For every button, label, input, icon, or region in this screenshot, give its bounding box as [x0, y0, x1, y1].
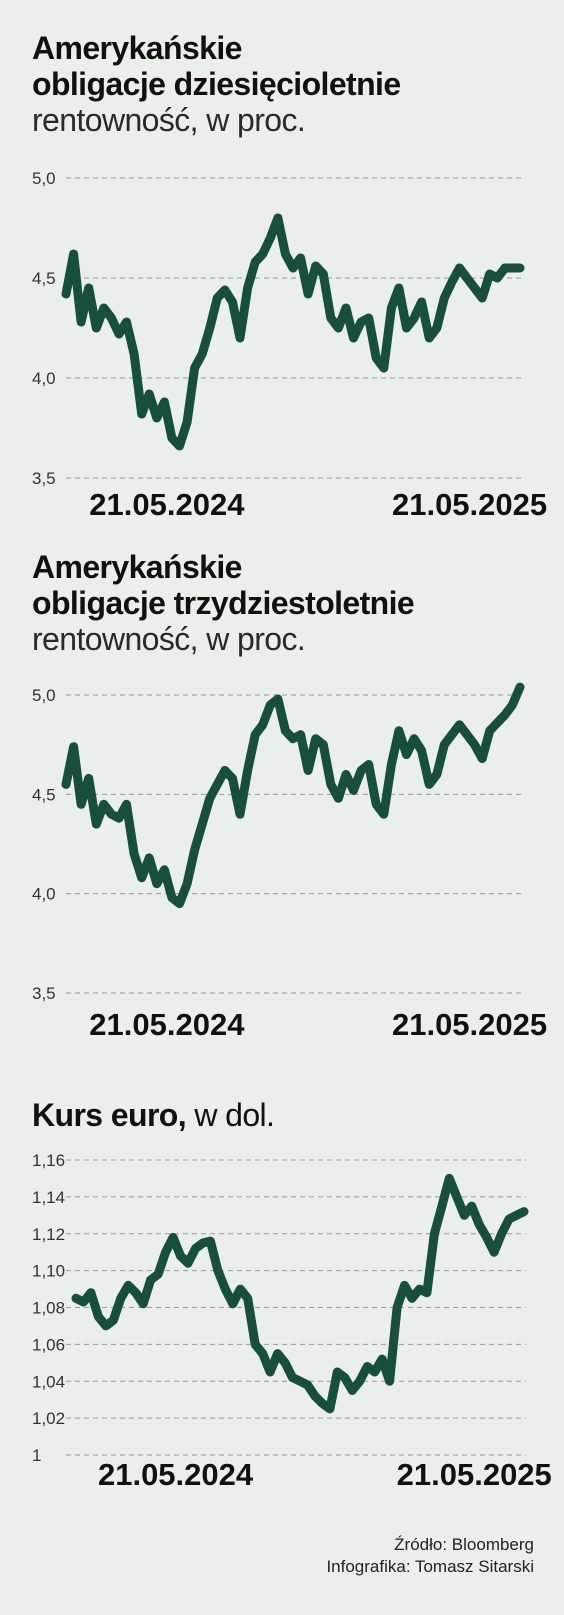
source-credit: Źródło: Bloomberg — [394, 1535, 534, 1554]
y-tick-label: 4,5 — [32, 785, 56, 804]
y-tick-label: 1,14 — [32, 1188, 65, 1207]
chart-eur-usd: 1,16 1,14 1,12 1,10 1,08 1,06 1,04 1,02 1 21.05.2… — [32, 1151, 552, 1492]
chart-30y-yield: 5,0 4,5 4,0 3,5 21.05.2024 21.05.2025 — [32, 682, 547, 1042]
chart2-subtitle: rentowność, w proc. — [32, 621, 306, 657]
chart1-subtitle: rentowność, w proc. — [32, 102, 306, 138]
chart1-title-line2: obligacje dziesięcioletnie — [32, 66, 401, 102]
x-date-label: 21.05.2025 — [397, 1457, 552, 1492]
y-tick-label: 4,0 — [32, 885, 56, 904]
x-date-label: 21.05.2025 — [392, 487, 547, 522]
series-line — [61, 213, 525, 451]
x-date-label: 21.05.2025 — [392, 1007, 547, 1042]
y-tick-label: 4,5 — [32, 269, 56, 288]
series-line — [71, 1173, 529, 1414]
y-tick-label: 1,04 — [32, 1372, 65, 1391]
y-tick-label: 5,0 — [32, 169, 56, 188]
y-tick-label: 1,02 — [32, 1409, 65, 1428]
chart1-header: Amerykańskie obligacje dziesięcioletnie … — [32, 30, 401, 138]
y-tick-label: 1,12 — [32, 1225, 65, 1244]
chart3-title: Kurs euro, — [32, 1097, 187, 1133]
y-tick-label: 1 — [32, 1446, 41, 1465]
chart3-subtitle: w dol. — [186, 1097, 275, 1133]
chart2-title: Amerykańskie — [32, 549, 242, 585]
chart2-title-line2: obligacje trzydziestoletnie — [32, 585, 415, 621]
series-line — [61, 682, 525, 909]
y-tick-label: 3,5 — [32, 984, 56, 1003]
y-tick-label: 1,08 — [32, 1299, 65, 1318]
y-tick-label: 1,10 — [32, 1262, 65, 1281]
chart2-header: Amerykańskie obligacje trzydziestoletnie… — [32, 549, 415, 657]
y-tick-label: 5,0 — [32, 686, 56, 705]
x-date-label: 21.05.2024 — [89, 1007, 245, 1042]
x-date-label: 21.05.2024 — [89, 487, 245, 522]
x-date-label: 21.05.2024 — [98, 1457, 254, 1492]
y-tick-label: 3,5 — [32, 469, 56, 488]
y-tick-label: 1,16 — [32, 1151, 65, 1170]
author-credit: Infografika: Tomasz Sitarski — [326, 1557, 534, 1576]
chart-10y-yield: 5,0 4,5 4,0 3,5 21.05.2024 21.05.2025 — [32, 169, 547, 522]
footer: Źródło: Bloomberg Infografika: Tomasz Si… — [326, 1534, 534, 1578]
chart1-title: Amerykańskie — [32, 30, 242, 66]
chart3-header: Kurs euro, w dol. — [32, 1097, 275, 1133]
y-tick-label: 1,06 — [32, 1335, 65, 1354]
y-tick-label: 4,0 — [32, 369, 56, 388]
